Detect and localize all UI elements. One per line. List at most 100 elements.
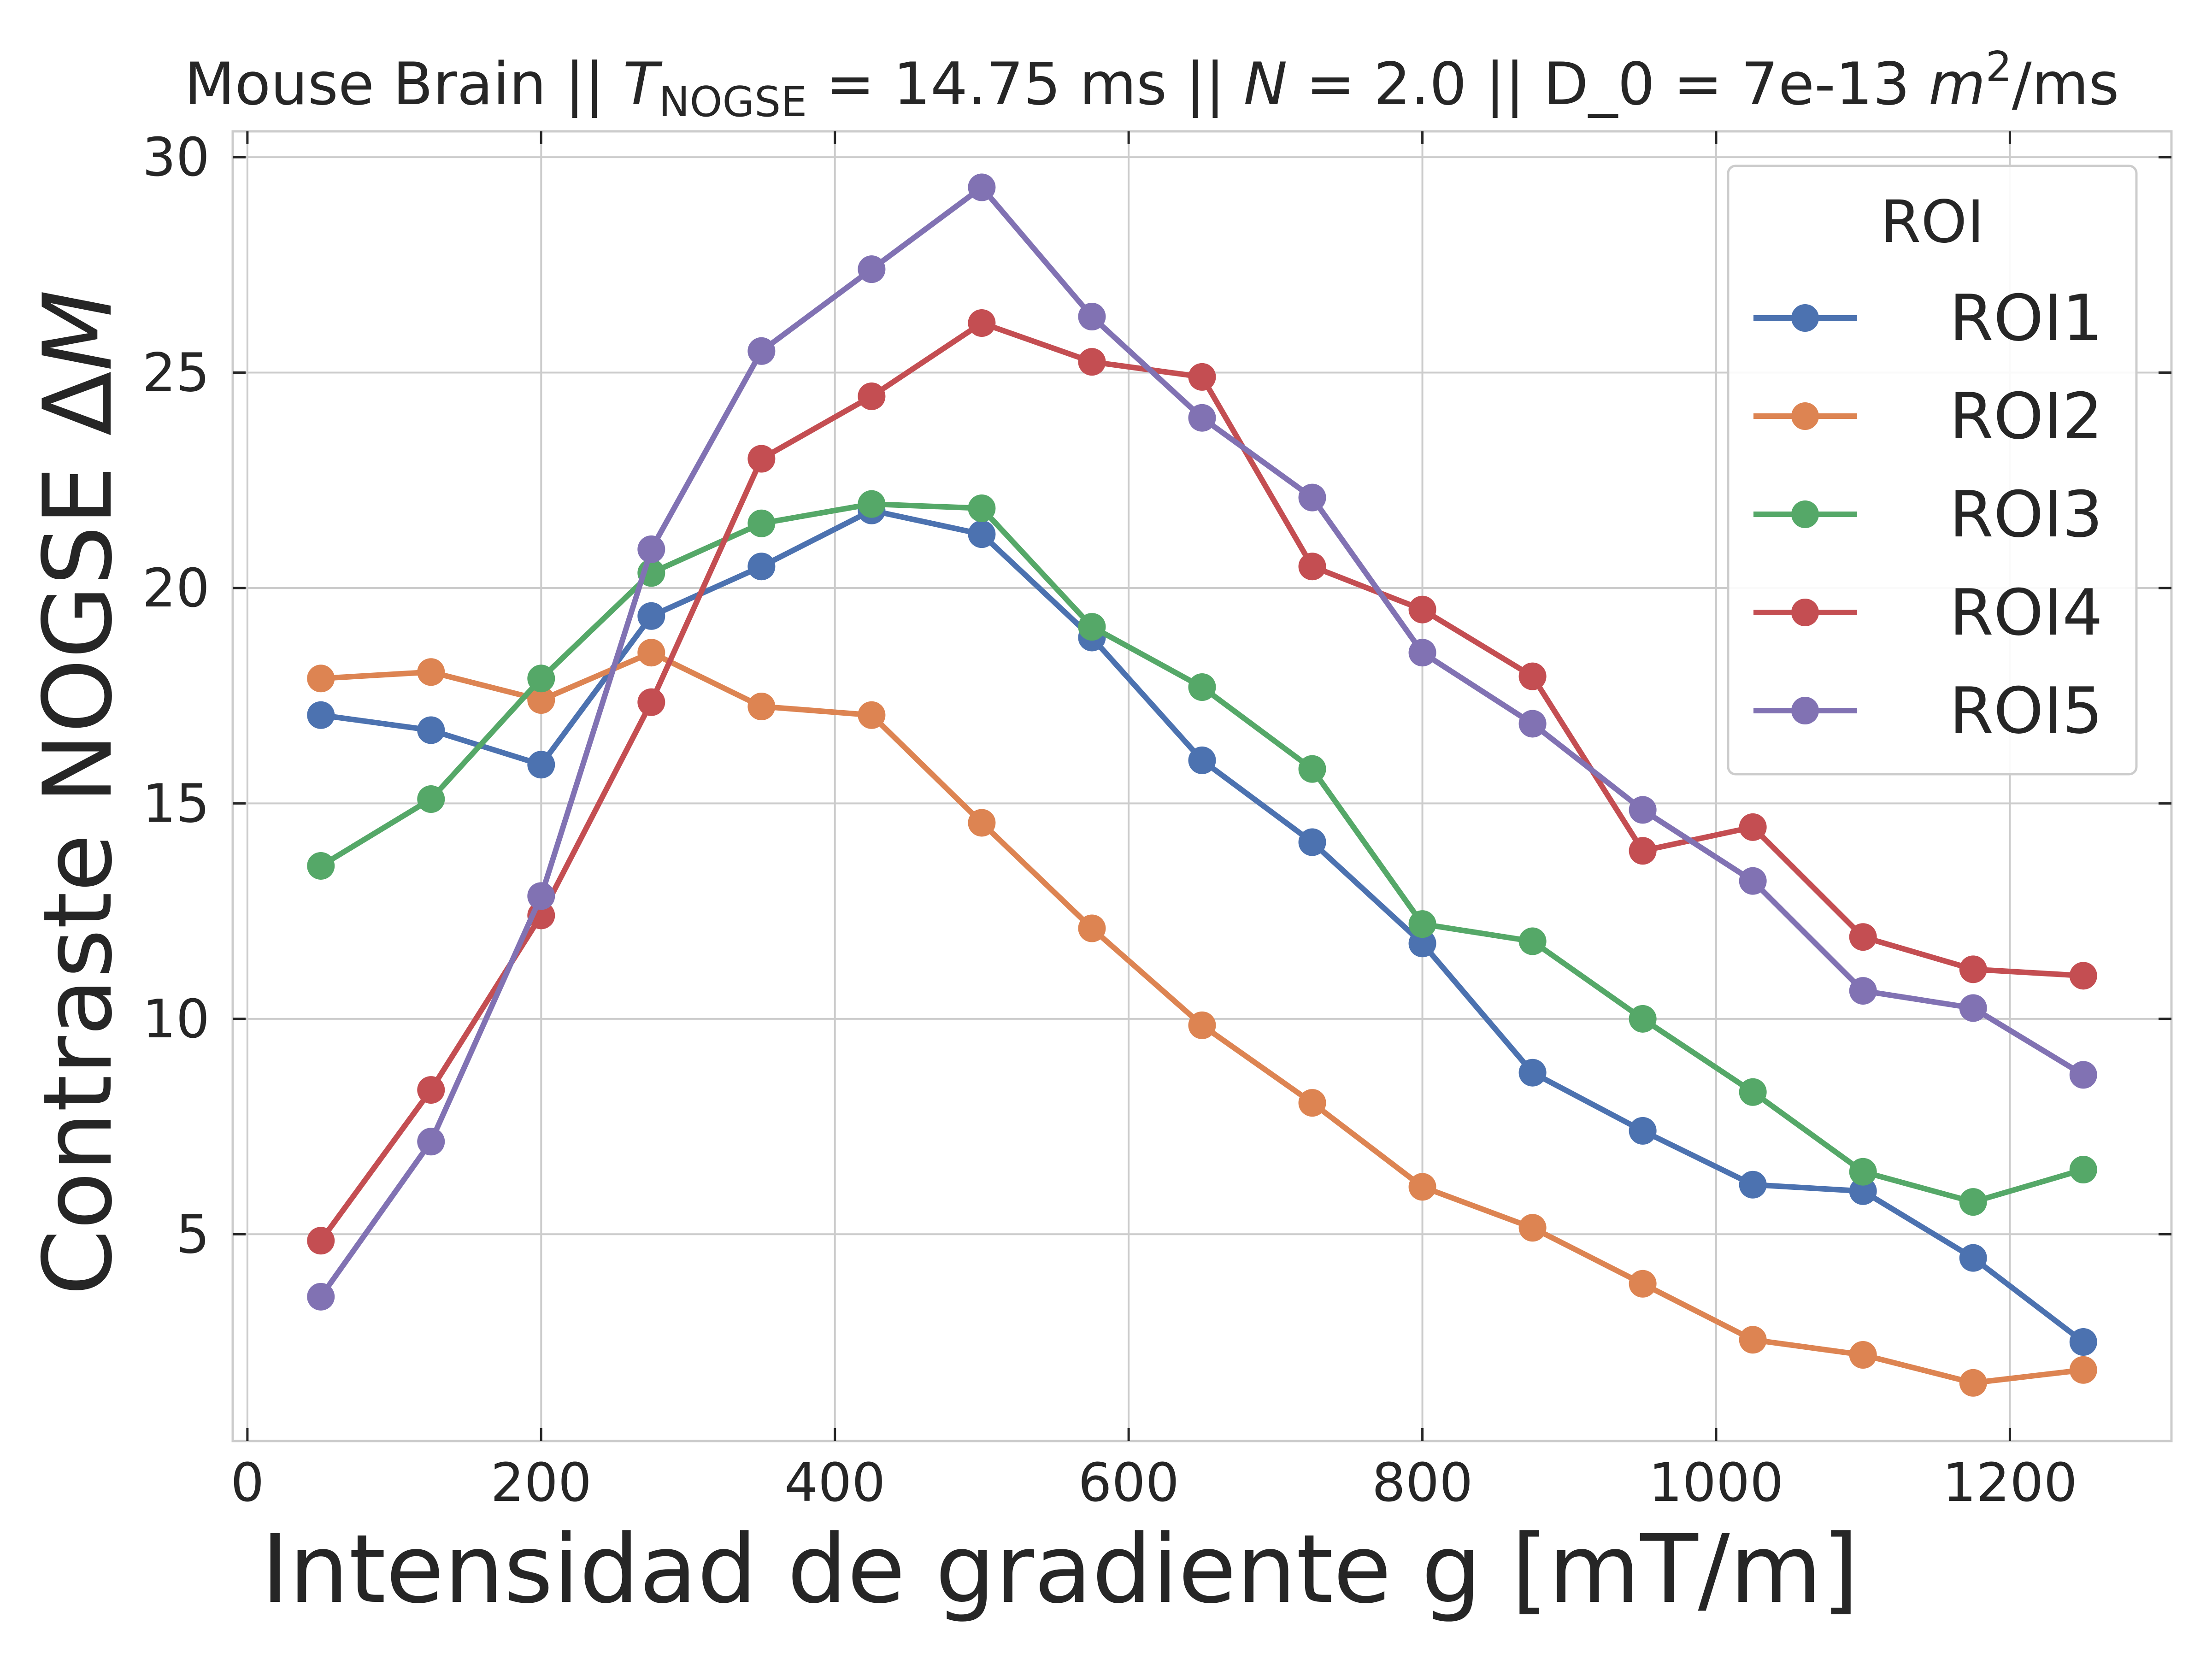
series-lines bbox=[307, 173, 2097, 1397]
data-point-roi5 bbox=[417, 1128, 445, 1156]
chart-title: Mouse Brain || TNOGSE = 14.75 ms || N = … bbox=[184, 43, 2119, 126]
data-point-roi4 bbox=[747, 445, 776, 473]
data-point-roi2 bbox=[1408, 1173, 1436, 1201]
data-point-roi1 bbox=[527, 751, 555, 779]
legend-item-roi4: ROI4 bbox=[1753, 576, 2103, 650]
y-tick-label: 5 bbox=[176, 1204, 210, 1265]
y-tick-label: 25 bbox=[142, 342, 210, 404]
data-point-roi2 bbox=[637, 639, 665, 667]
data-point-roi2 bbox=[307, 665, 335, 693]
data-point-roi2 bbox=[1959, 1369, 1987, 1397]
data-point-roi4 bbox=[307, 1227, 335, 1255]
x-tick-label: 600 bbox=[1078, 1452, 1179, 1514]
plot-frame bbox=[231, 130, 2173, 1442]
legend-label: ROI2 bbox=[1949, 379, 2103, 453]
data-point-roi4 bbox=[968, 309, 996, 337]
data-point-roi3 bbox=[747, 509, 776, 537]
data-point-roi2 bbox=[1739, 1326, 1767, 1354]
data-point-roi5 bbox=[1078, 302, 1106, 330]
data-point-roi2 bbox=[527, 686, 555, 714]
data-point-roi4 bbox=[1518, 662, 1547, 690]
data-point-roi2 bbox=[858, 701, 886, 729]
legend-item-roi3: ROI3 bbox=[1753, 477, 2103, 552]
legend-item-roi2: ROI2 bbox=[1753, 379, 2103, 453]
data-point-roi1 bbox=[1518, 1059, 1547, 1087]
data-point-roi1 bbox=[307, 701, 335, 729]
data-point-roi3 bbox=[1408, 910, 1436, 938]
data-point-roi5 bbox=[1188, 404, 1216, 432]
data-point-roi2 bbox=[417, 658, 445, 686]
data-point-roi1 bbox=[968, 520, 996, 548]
legend: ROI ROI1 ROI2 ROI3 ROI4 ROI5 bbox=[1727, 165, 2138, 776]
data-point-roi5 bbox=[2069, 1061, 2097, 1089]
data-point-roi2 bbox=[1849, 1341, 1877, 1369]
data-point-roi5 bbox=[637, 535, 665, 563]
data-point-roi5 bbox=[1629, 796, 1657, 824]
legend-swatch-marker bbox=[1791, 599, 1819, 626]
legend-swatch-marker bbox=[1791, 402, 1819, 430]
data-point-roi5 bbox=[1408, 639, 1436, 667]
x-tick-labels: 0 200 400 600 800 1000 1200 bbox=[230, 1452, 2077, 1514]
x-tick-label: 400 bbox=[784, 1452, 886, 1514]
legend-label: ROI3 bbox=[1949, 477, 2103, 552]
legend-item-roi5: ROI5 bbox=[1753, 674, 2103, 748]
data-point-roi1 bbox=[417, 716, 445, 744]
data-point-roi4 bbox=[2069, 962, 2097, 990]
data-point-roi1 bbox=[1849, 1177, 1877, 1205]
data-point-roi3 bbox=[417, 785, 445, 813]
series-roi3 bbox=[307, 490, 2097, 1216]
y-tick-labels: 5 10 15 20 25 30 bbox=[142, 127, 210, 1265]
x-tick-label: 200 bbox=[491, 1452, 592, 1514]
y-tick-label: 30 bbox=[142, 127, 210, 188]
data-point-roi1 bbox=[1959, 1244, 1987, 1272]
data-point-roi3 bbox=[1298, 755, 1326, 783]
legend-swatch-marker bbox=[1791, 697, 1819, 724]
data-point-roi3 bbox=[858, 490, 886, 518]
data-point-roi3 bbox=[1739, 1078, 1767, 1106]
data-point-roi3 bbox=[1959, 1188, 1987, 1216]
axis-ticks bbox=[233, 131, 2171, 1441]
data-point-roi2 bbox=[1518, 1214, 1547, 1242]
data-point-roi2 bbox=[747, 693, 776, 721]
data-point-roi1 bbox=[1739, 1171, 1767, 1199]
data-point-roi4 bbox=[1959, 955, 1987, 983]
data-point-roi2 bbox=[1629, 1270, 1657, 1298]
data-point-roi4 bbox=[637, 688, 665, 716]
data-point-roi1 bbox=[1408, 930, 1436, 958]
data-point-roi3 bbox=[527, 665, 555, 693]
data-point-roi5 bbox=[1739, 867, 1767, 895]
legend-swatch-marker bbox=[1791, 304, 1819, 332]
data-point-roi4 bbox=[1629, 837, 1657, 865]
y-tick-label: 15 bbox=[142, 773, 210, 835]
legend-label: ROI5 bbox=[1949, 674, 2103, 748]
series-roi4 bbox=[307, 309, 2097, 1255]
data-point-roi3 bbox=[307, 852, 335, 880]
data-point-roi2 bbox=[1188, 1011, 1216, 1039]
legend-item-roi1: ROI1 bbox=[1753, 281, 2103, 355]
data-point-roi4 bbox=[1739, 813, 1767, 841]
y-tick-label: 10 bbox=[142, 988, 210, 1050]
data-point-roi5 bbox=[307, 1282, 335, 1311]
data-point-roi4 bbox=[1849, 923, 1877, 951]
x-tick-label: 0 bbox=[230, 1452, 264, 1514]
x-tick-label: 800 bbox=[1372, 1452, 1473, 1514]
data-point-roi5 bbox=[747, 337, 776, 365]
data-point-roi1 bbox=[1629, 1117, 1657, 1145]
data-point-roi5 bbox=[1298, 483, 1326, 512]
data-point-roi2 bbox=[968, 809, 996, 837]
data-point-roi3 bbox=[2069, 1156, 2097, 1184]
x-tick-label: 1200 bbox=[1942, 1452, 2077, 1514]
data-point-roi4 bbox=[1298, 553, 1326, 581]
data-point-roi3 bbox=[968, 494, 996, 523]
data-point-roi2 bbox=[1298, 1089, 1326, 1117]
data-point-roi5 bbox=[1849, 977, 1877, 1005]
data-point-roi2 bbox=[1078, 914, 1106, 942]
data-point-roi3 bbox=[1518, 927, 1547, 955]
x-axis-title: Intensidad de gradiente g [mT/m] bbox=[261, 1515, 1859, 1624]
data-point-roi3 bbox=[1078, 613, 1106, 641]
data-point-roi5 bbox=[858, 255, 886, 283]
y-axis-title: Contraste NOGSE ΔM bbox=[24, 290, 133, 1296]
data-point-roi4 bbox=[1078, 348, 1106, 376]
data-point-roi3 bbox=[1629, 1005, 1657, 1033]
legend-label: ROI1 bbox=[1949, 281, 2103, 355]
